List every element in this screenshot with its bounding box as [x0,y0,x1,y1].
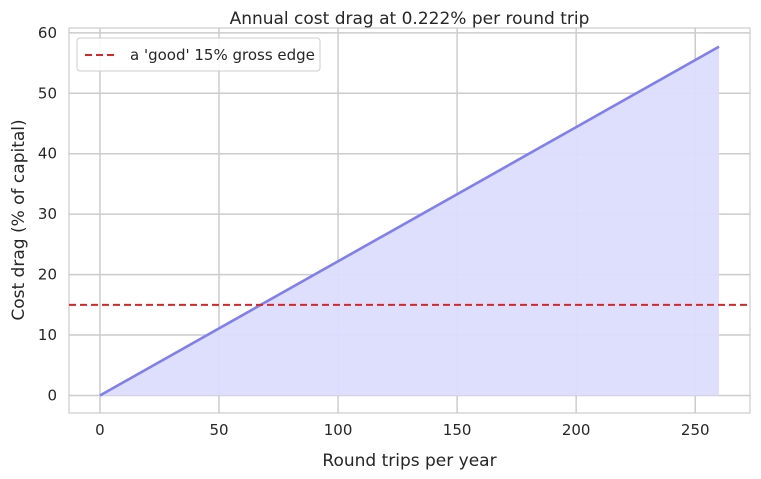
x-tick-label: 150 [443,421,472,439]
cost-drag-line [99,45,720,397]
x-tick-label: 0 [95,421,105,439]
legend-label-good-edge: a 'good' 15% gross edge [130,46,315,64]
y-tick-label: 40 [38,145,57,163]
x-tick-label: 200 [562,421,591,439]
x-tick-label: 250 [681,421,710,439]
x-axis-label: Round trips per year [322,451,496,471]
y-tick-label: 0 [47,386,57,404]
chart-title: Annual cost drag at 0.222% per round tri… [230,9,590,29]
x-tick-label: 100 [324,421,353,439]
y-tick-label: 60 [38,24,57,42]
x-tick-label: 50 [209,421,228,439]
y-axis-label: Cost drag (% of capital) [9,119,29,320]
x-tick-labels: 0 50 100 150 200 250 [95,421,709,439]
y-tick-label: 10 [38,326,57,344]
y-tick-labels: 0 10 20 30 40 50 60 [38,24,57,405]
y-tick-label: 30 [38,205,57,223]
y-tick-label: 20 [38,266,57,284]
legend-box [76,37,321,72]
legend: a 'good' 15% gross edge [76,37,321,72]
y-tick-label: 50 [38,84,57,102]
